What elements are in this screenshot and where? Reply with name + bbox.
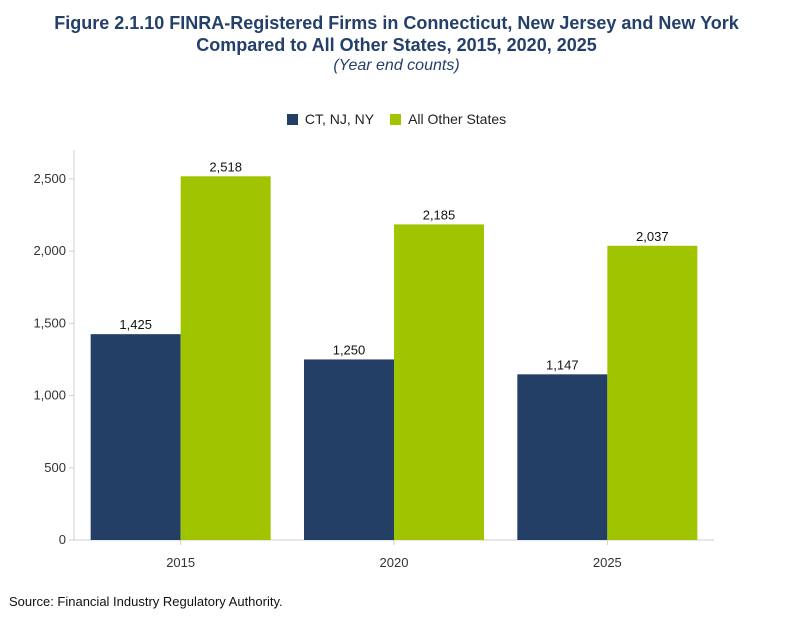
legend-label-ct-nj-ny: CT, NJ, NY — [304, 111, 375, 127]
legend-label-all-other-states: All Other States — [408, 111, 507, 127]
data-label: 1,250 — [333, 342, 366, 357]
bar-all-other-states-2025 — [607, 245, 698, 540]
data-label: 2,037 — [636, 229, 669, 244]
bar-all-other-states-2020 — [394, 224, 484, 540]
y-tick-label: 500 — [44, 460, 66, 475]
legend-item-ct-nj-ny: CT, NJ, NY — [286, 111, 375, 127]
y-tick-label: 2,500 — [33, 171, 66, 186]
chart-title-block: Figure 2.1.10 FINRA-Registered Firms in … — [0, 12, 793, 76]
data-label: 1,425 — [119, 317, 152, 332]
source-note: Source: Financial Industry Regulatory Au… — [9, 594, 283, 609]
y-tick-label: 0 — [59, 532, 66, 547]
chart-subtitle: (Year end counts) — [333, 57, 460, 74]
data-label: 2,185 — [423, 207, 456, 222]
y-tick-label: 1,500 — [33, 315, 66, 330]
data-label: 1,147 — [546, 357, 579, 372]
legend-swatch-all-other-states — [390, 113, 402, 125]
legend-item-all-other-states: All Other States — [390, 111, 506, 127]
chart-legend: CT, NJ, NY All Other States — [0, 111, 793, 127]
bar-ct-nj-ny-2025 — [517, 374, 608, 540]
legend-swatch-ct-nj-ny — [286, 113, 298, 125]
chart-title-line-2: Compared to All Other States, 2015, 2020… — [196, 35, 597, 55]
bar-ct-nj-ny-2020 — [304, 359, 394, 540]
chart-title-line-1: Figure 2.1.10 FINRA-Registered Firms in … — [54, 13, 739, 33]
bar-all-other-states-2015 — [180, 176, 271, 541]
x-tick-label: 2025 — [593, 555, 622, 570]
data-label: 2,518 — [209, 159, 242, 174]
y-tick-label: 2,000 — [33, 243, 66, 258]
x-tick-label: 2015 — [166, 555, 195, 570]
y-tick-label: 1,000 — [33, 388, 66, 403]
bar-ct-nj-ny-2015 — [90, 334, 181, 540]
x-tick-label: 2020 — [380, 555, 409, 570]
